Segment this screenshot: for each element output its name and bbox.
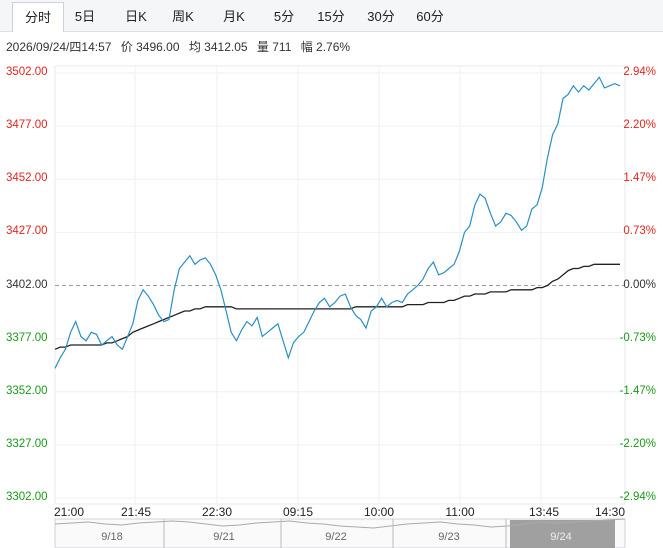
y-tick-right: 0.00% [623,278,656,291]
quote-info-bar: 2026/09/24/四14:57 价 3496.00 均 3412.05 量 … [6,38,356,55]
tab-3[interactable]: 周K [172,9,194,24]
tab-4[interactable]: 月K [223,9,245,24]
y-tick-right: 2.20% [623,119,656,132]
avg-price-line [54,263,620,350]
tab-2[interactable]: 日K [125,9,147,24]
period-tabs: 分时 5日 日K 周K 月K 5分 15分 30分 60分 [0,0,663,33]
navigator-date: 9/22 [325,531,347,543]
info-datetime: 2026/09/24/四14:57 [6,40,112,54]
tab-1[interactable]: 5日 [74,9,96,24]
x-tick-label: 11:00 [445,505,475,519]
y-tick-left: 3352.00 [6,384,48,397]
info-avg: 均 3412.05 [188,40,248,54]
info-price: 价 3496.00 [120,40,180,54]
y-tick-right: 1.47% [623,172,656,185]
navigator-date: 9/21 [213,531,235,543]
y-tick-left: 3327.00 [6,437,48,450]
y-tick-right: -2.20% [619,437,656,450]
navigator-selection [510,520,615,548]
tab-5[interactable]: 5分 [273,9,295,24]
y-tick-right: -1.47% [619,384,656,397]
y-tick-right: 0.73% [623,225,656,238]
info-volume: 量 711 [256,40,292,54]
price-line [54,76,621,369]
x-tick-label: 13:45 [528,505,560,519]
navigator-date: 9/18 [101,531,123,543]
y-tick-left: 3452.00 [6,172,48,185]
navigator-date: 9/23 [438,531,460,543]
x-tick-label: 10:00 [363,505,395,519]
y-tick-left: 3502.00 [6,66,48,78]
y-tick-left: 3402.00 [6,278,48,291]
y-tick-left: 3427.00 [6,225,48,238]
tab-7[interactable]: 30分 [367,9,395,24]
x-tick-label: 21:00 [53,505,85,519]
y-tick-right: -0.73% [619,331,656,344]
info-change: 幅 2.76% [300,40,351,54]
y-tick-left: 3302.00 [6,491,48,503]
navigator-line [54,518,626,529]
y-tick-left: 3377.00 [6,331,48,344]
x-tick-label: 21:45 [120,505,152,519]
y-tick-right: 2.94% [623,66,656,78]
x-tick-label: 09:15 [282,505,314,519]
x-tick-label: 14:30 [594,505,626,519]
y-tick-right: -2.94% [619,491,656,503]
y-tick-left: 3477.00 [6,119,48,132]
tab-0[interactable]: 分时 [12,2,64,33]
x-tick-label: 22:30 [201,505,233,519]
tab-8[interactable]: 60分 [416,9,444,24]
navigator-date: 9/24 [550,531,572,543]
tab-6[interactable]: 15分 [317,9,345,24]
